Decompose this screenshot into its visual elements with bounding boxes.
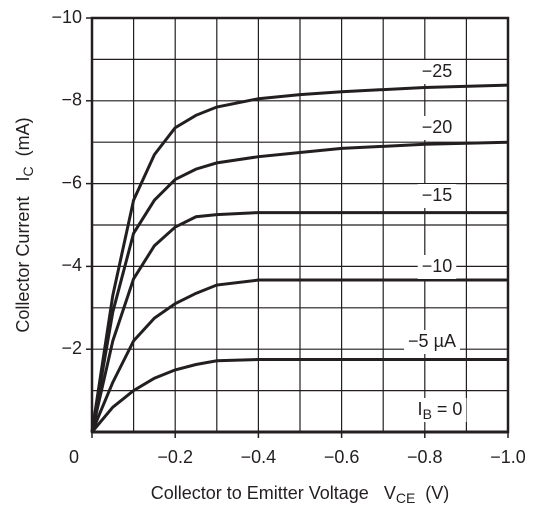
curve bbox=[90, 83, 509, 433]
series-label: −5 µA bbox=[408, 331, 456, 351]
series-label-subscript: B bbox=[423, 406, 432, 422]
y-axis-label: Collector Current IC (mA) bbox=[13, 117, 36, 332]
label-bg bbox=[417, 255, 457, 279]
series-label-name: −25 bbox=[422, 61, 453, 81]
label-bg bbox=[417, 116, 457, 140]
x-axis-label-text: Collector to Emitter Voltage V bbox=[151, 483, 396, 503]
series-label-name: −15 bbox=[422, 185, 453, 205]
series-label: −20 bbox=[422, 117, 453, 137]
series-label-name: −10 bbox=[422, 256, 453, 276]
series-label: IB = 0 bbox=[418, 399, 463, 422]
series-label-name: −5 µA bbox=[408, 331, 456, 351]
y-tick-label: −8 bbox=[61, 90, 82, 110]
curve bbox=[90, 358, 508, 433]
curve bbox=[90, 278, 508, 433]
y-tick-label: −2 bbox=[61, 338, 82, 358]
label-bg bbox=[417, 184, 457, 208]
x-tick-label: 0 bbox=[69, 447, 79, 467]
series-label-suffix: = 0 bbox=[432, 399, 463, 419]
label-bg bbox=[417, 60, 457, 84]
series-label: −15 bbox=[422, 185, 453, 205]
y-axis-label-text: Collector Current I bbox=[13, 177, 33, 333]
label-bg bbox=[413, 398, 467, 422]
x-tick-label: −1.0 bbox=[490, 447, 526, 467]
series-label: −10 bbox=[422, 256, 453, 276]
series-label-name: −20 bbox=[422, 117, 453, 137]
y-axis-label-subscript: C bbox=[20, 166, 36, 176]
series-label-name: I bbox=[418, 399, 423, 419]
x-axis-label: Collector to Emitter Voltage VCE (V) bbox=[151, 483, 450, 506]
x-tick-label: −0.6 bbox=[324, 447, 360, 467]
x-tick-label: −0.8 bbox=[407, 447, 443, 467]
curve bbox=[90, 211, 508, 433]
x-axis-label-suffix: (V) bbox=[415, 483, 449, 503]
series-label: −25 bbox=[422, 61, 453, 81]
label-bg bbox=[404, 330, 460, 354]
curve bbox=[90, 140, 509, 433]
y-tick-label: −10 bbox=[51, 7, 82, 27]
y-axis-label-suffix: (mA) bbox=[13, 117, 33, 166]
x-tick-label: −0.2 bbox=[157, 447, 193, 467]
y-tick-label: −6 bbox=[61, 172, 82, 192]
x-tick-label: −0.4 bbox=[241, 447, 277, 467]
y-tick-label: −4 bbox=[61, 255, 82, 275]
x-axis-label-subscript: CE bbox=[396, 490, 415, 506]
